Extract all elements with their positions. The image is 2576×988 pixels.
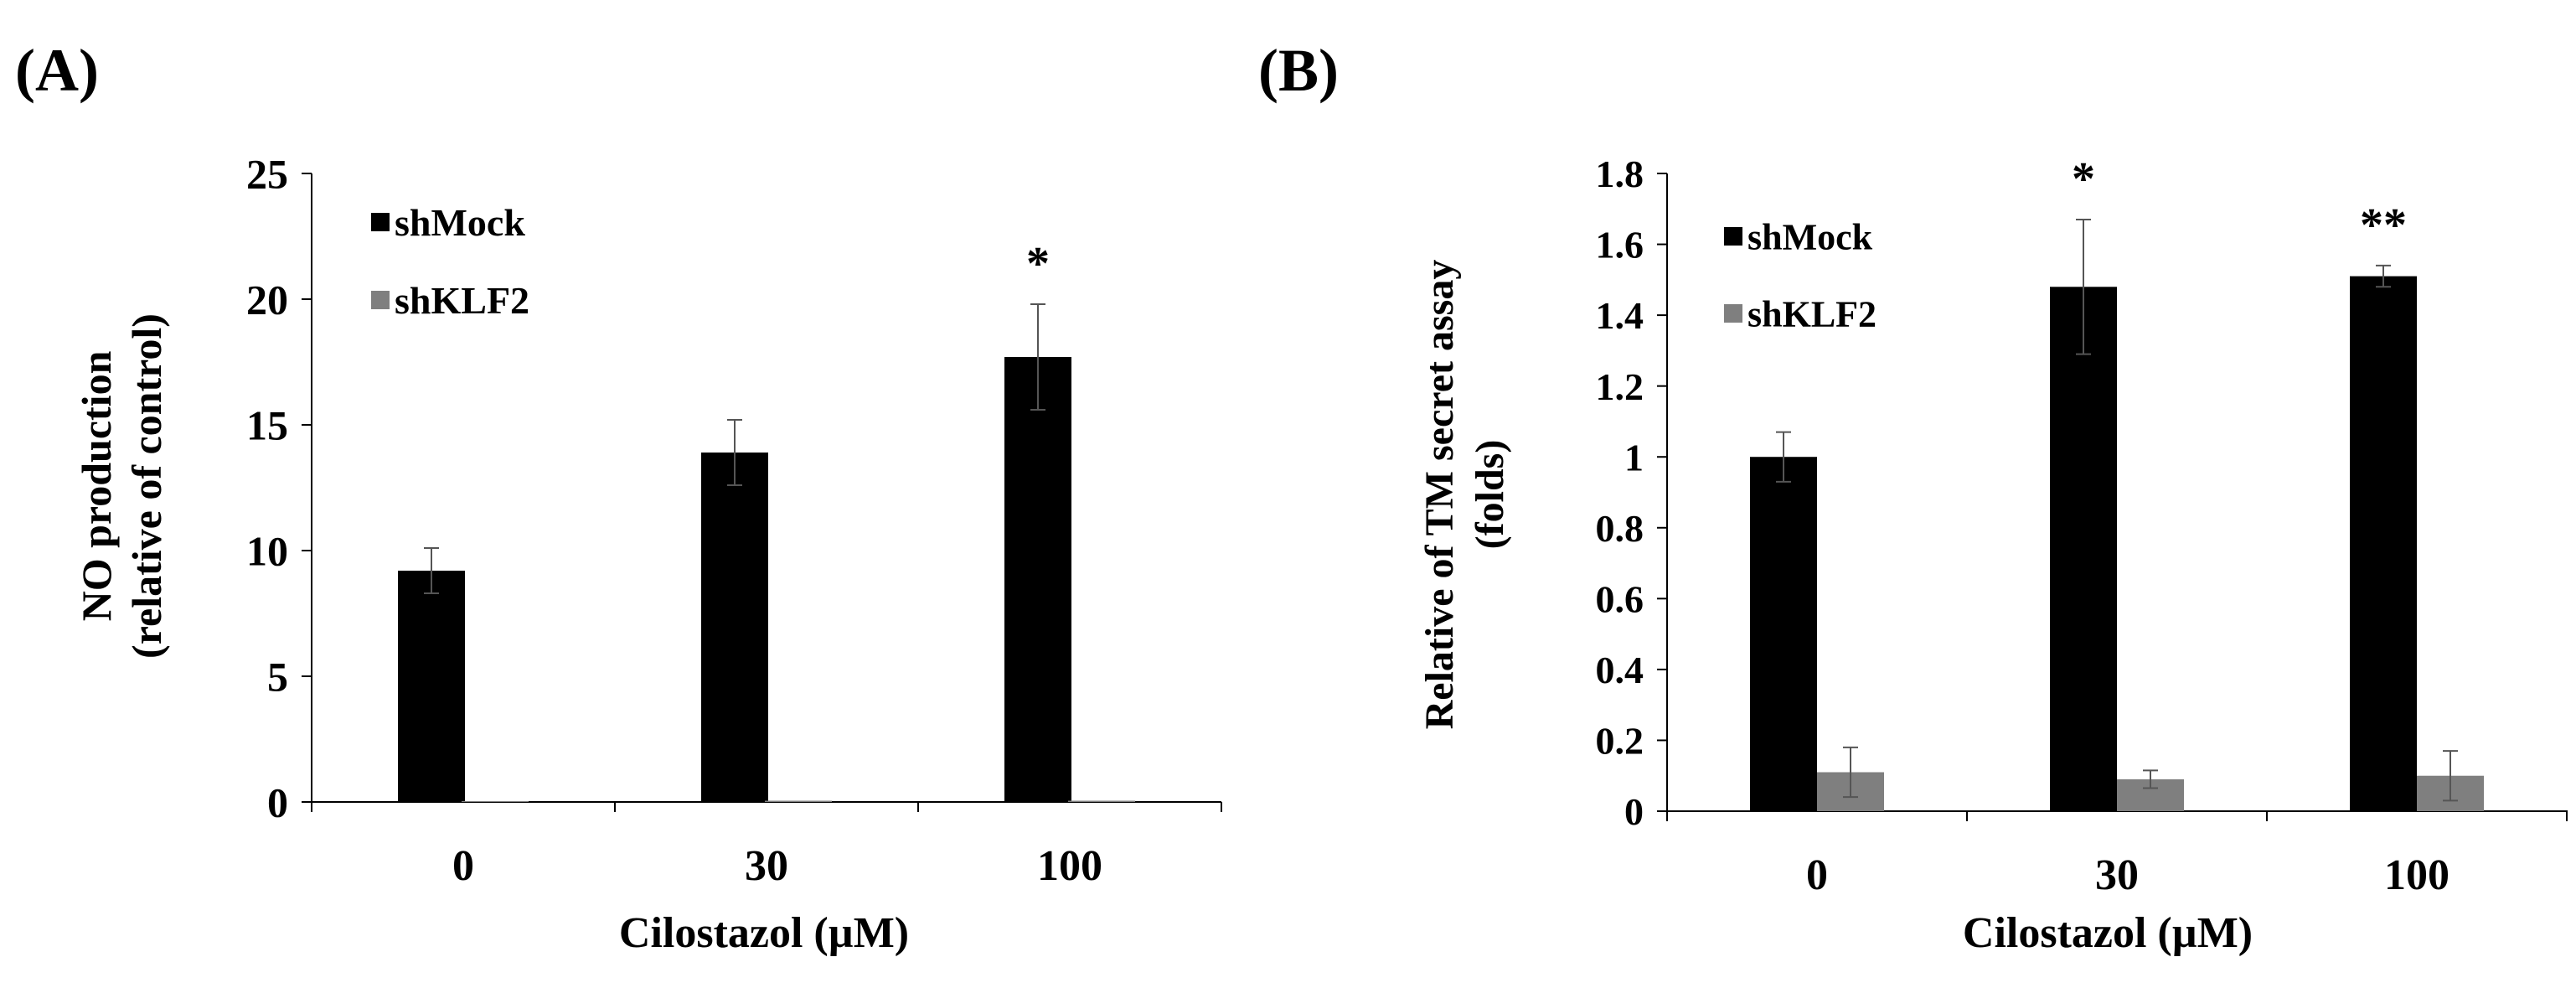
bars-a: *: [398, 238, 1135, 802]
y-tick-label: 0: [267, 779, 288, 826]
y-axis-label-line2-a: (relative of control): [123, 313, 170, 659]
y-tick-label: 0.8: [1596, 507, 1644, 550]
y-tick-label: 1.8: [1596, 153, 1644, 195]
x-tick-label: 100: [2384, 851, 2450, 899]
legend-label-shMock: shMock: [395, 201, 525, 244]
y-axis-label-line1-b: Relative of TM secret assay: [1417, 260, 1462, 730]
bar-shMock-100: [2350, 276, 2417, 811]
x-axis-label-b: Cilostazol (µM): [1963, 909, 2253, 957]
x-tick-label: 0: [1806, 851, 1828, 899]
y-tick-label: 0: [1624, 790, 1644, 833]
legend-swatch-shKLF2: [1724, 304, 1742, 323]
bar-shKLF2-30: [765, 800, 832, 802]
significance-marker: *: [2072, 153, 2095, 205]
y-axis-a: 0 5 10 15 20 25: [246, 151, 312, 826]
bar-shMock-30: [701, 453, 768, 802]
bar-shKLF2-100: [1068, 800, 1135, 802]
y-tick-label: 0.6: [1596, 577, 1644, 620]
x-tick-label: 100: [1037, 842, 1102, 890]
y-tick-label: 1.4: [1596, 294, 1644, 337]
legend-swatch-shMock: [371, 213, 390, 231]
y-tick-label: 1.2: [1596, 365, 1644, 408]
y-tick-label: 1: [1624, 436, 1644, 478]
y-axis-label-line1-a: NO production: [73, 350, 120, 621]
chart-panel-a: (A) NO production (relative of control) …: [15, 37, 1222, 957]
bar-shMock-30: [2050, 287, 2117, 811]
panel-label-b: (B): [1258, 37, 1339, 104]
y-tick-label: 1.6: [1596, 224, 1644, 266]
legend-label-shKLF2: shKLF2: [1747, 293, 1877, 334]
y-tick-label: 0.2: [1596, 720, 1644, 763]
x-tick-label: 30: [745, 842, 788, 890]
x-axis-b: 0 30 100: [1666, 810, 2568, 899]
y-tick-label: 5: [267, 654, 288, 701]
bar-shKLF2-0: [462, 801, 529, 802]
panel-label-a: (A): [15, 37, 99, 104]
chart-panel-b: (B) Relative of TM secret assay (folds) …: [1258, 37, 2568, 957]
legend-swatch-shMock: [1724, 227, 1742, 246]
x-tick-label: 0: [452, 842, 474, 890]
significance-marker: *: [1026, 238, 1050, 290]
bars-b: ***: [1750, 153, 2484, 811]
legend-label-shKLF2: shKLF2: [395, 279, 529, 322]
y-tick-label: 0.4: [1596, 649, 1644, 691]
x-tick-label: 30: [2095, 851, 2139, 899]
legend-b: shMock shKLF2: [1724, 216, 1877, 334]
bar-shMock-0: [398, 571, 465, 802]
legend-label-shMock: shMock: [1747, 216, 1873, 257]
y-tick-label: 10: [246, 528, 288, 575]
y-tick-label: 15: [246, 402, 288, 449]
x-axis-label-a: Cilostazol (µM): [619, 909, 909, 957]
bar-shMock-0: [1750, 457, 1817, 811]
y-axis-b: 0 0.2 0.4 0.6 0.8 1 1.2 1.4 1.6 1.8: [1596, 153, 1668, 833]
y-tick-label: 25: [246, 151, 288, 198]
bar-shMock-100: [1004, 357, 1071, 802]
x-axis-a: 0 30 100: [311, 801, 1222, 890]
y-tick-label: 20: [246, 277, 288, 323]
legend-a: shMock shKLF2: [371, 201, 529, 322]
legend-swatch-shKLF2: [371, 291, 390, 309]
y-axis-label-line2-b: (folds): [1468, 440, 1512, 550]
significance-marker: **: [2360, 199, 2407, 251]
